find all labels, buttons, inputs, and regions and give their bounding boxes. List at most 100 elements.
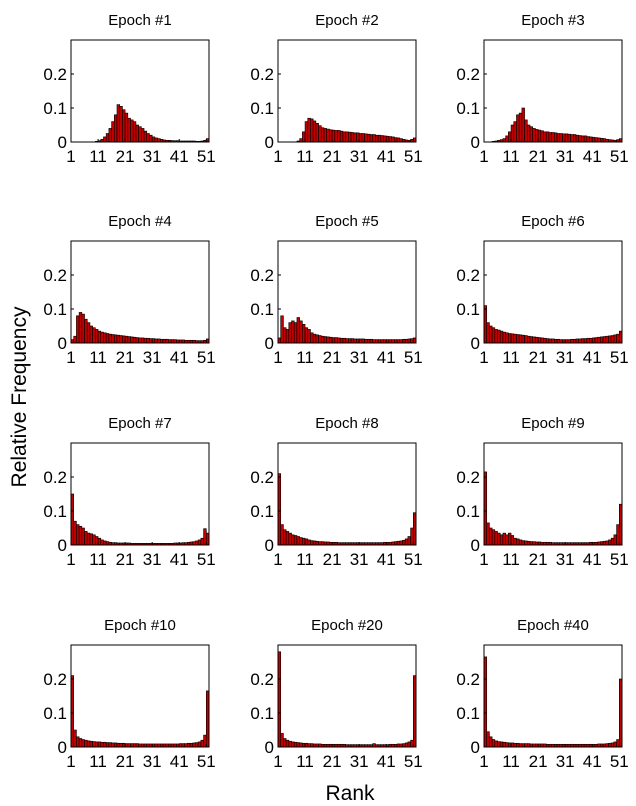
x-tick-label: 41	[583, 348, 602, 367]
x-tick-label: 21	[529, 147, 548, 166]
histogram-bar	[602, 540, 607, 546]
histogram-bar	[608, 335, 612, 344]
histogram-panel: Epoch #800.10.21 11 21 31 41 51	[250, 415, 422, 569]
x-tick-label: 11	[502, 550, 520, 569]
x-tick-label: 11	[89, 147, 107, 166]
histogram-bar	[524, 119, 528, 143]
plot-frame	[483, 442, 623, 546]
plot-frame	[70, 644, 210, 748]
x-tick-label: 51	[404, 752, 423, 771]
y-tick-label: 0.2	[43, 65, 67, 84]
histogram-bar	[119, 335, 123, 344]
x-tick-label: 21	[529, 550, 548, 569]
x-tick-label: 31	[350, 147, 369, 166]
histogram-bar	[285, 329, 290, 344]
histogram-bar	[92, 741, 96, 748]
histogram-bar	[116, 104, 121, 143]
histogram-bar	[334, 130, 338, 143]
x-tick-label: 41	[170, 550, 189, 569]
plot-frame	[483, 39, 623, 143]
x-tick-label: 1	[66, 147, 75, 166]
x-tick-label: 11	[296, 752, 314, 771]
histogram-bar	[388, 136, 392, 143]
panel-title: Epoch #9	[521, 415, 584, 432]
histogram-bar	[494, 531, 498, 546]
x-tick-label: 41	[583, 752, 602, 771]
histogram-bar	[372, 134, 376, 143]
histogram-bar	[489, 527, 493, 546]
x-tick-label: 11	[89, 550, 107, 569]
x-tick-label: 51	[404, 348, 423, 367]
histogram-bar	[513, 742, 517, 748]
histogram-bar	[76, 736, 80, 748]
histogram-bar	[575, 134, 580, 143]
histogram-bar	[529, 126, 534, 143]
histogram-bar	[518, 743, 523, 748]
histogram-bar	[189, 742, 194, 748]
histogram-bar	[554, 132, 558, 143]
panel-title: Epoch #10	[104, 617, 176, 634]
histogram-bar	[396, 540, 401, 546]
x-tick-label: 31	[556, 752, 575, 771]
y-tick-label: 0.2	[250, 670, 274, 689]
histogram-bar	[372, 743, 376, 748]
histogram-bar	[605, 540, 609, 546]
histogram-bar	[165, 338, 169, 344]
histogram-bar	[89, 740, 93, 748]
histogram-bar	[521, 107, 525, 143]
histogram-bar	[407, 536, 411, 546]
y-tick-label: 0.1	[43, 300, 67, 319]
x-tick-label: 31	[143, 752, 162, 771]
x-tick-label: 1	[479, 147, 488, 166]
x-tick-label: 11	[89, 348, 107, 367]
histogram-bar	[315, 540, 319, 546]
x-tick-label: 11	[296, 147, 314, 166]
histogram-bar	[124, 112, 129, 143]
histogram-bar	[594, 137, 598, 143]
histogram-bar	[399, 540, 403, 546]
histogram-bar	[502, 532, 506, 546]
histogram-bar	[524, 743, 528, 748]
histogram-bar	[404, 742, 409, 748]
histogram-bar	[559, 339, 563, 344]
histogram-bar	[516, 334, 520, 344]
histogram-bar	[312, 120, 317, 143]
histogram-bar	[502, 138, 506, 143]
histogram-bar	[602, 336, 607, 344]
histogram-panel: Epoch #500.10.21 11 21 31 41 51	[250, 213, 422, 367]
y-tick-label: 0.1	[43, 99, 67, 118]
histogram-bar	[320, 541, 325, 546]
histogram-bar	[513, 121, 517, 143]
histogram-bar	[192, 541, 196, 546]
x-tick-label: 51	[610, 147, 629, 166]
x-tick-label: 11	[89, 752, 107, 771]
histogram-bar	[491, 327, 496, 344]
x-tick-label: 1	[479, 752, 488, 771]
histogram-bar	[597, 336, 601, 344]
x-tick-label: 41	[170, 348, 189, 367]
histogram-bar	[494, 740, 498, 748]
histogram-bar	[613, 534, 617, 546]
histogram-bar	[361, 338, 365, 344]
histogram-bar	[494, 329, 498, 344]
x-tick-label: 41	[377, 147, 396, 166]
y-tick-label: 0.2	[43, 670, 67, 689]
histogram-bar	[299, 742, 303, 748]
histogram-bar	[353, 338, 357, 344]
histogram-bar	[132, 743, 137, 748]
y-tick-label: 0.2	[43, 468, 67, 487]
histogram-bar	[105, 333, 110, 344]
histogram-bar	[283, 529, 287, 546]
histogram-bar	[361, 133, 365, 143]
histogram-bar	[84, 739, 88, 748]
histogram-bar	[399, 339, 403, 344]
histogram-panel: Epoch #300.10.21 11 21 31 41 51	[456, 12, 628, 166]
histogram-bar	[486, 731, 490, 748]
histogram-bar	[610, 537, 615, 546]
histogram-bar	[293, 322, 298, 344]
histogram-bar	[556, 338, 561, 344]
x-tick-label: 51	[610, 752, 629, 771]
histogram-bar	[583, 338, 588, 344]
x-tick-label: 31	[350, 752, 369, 771]
